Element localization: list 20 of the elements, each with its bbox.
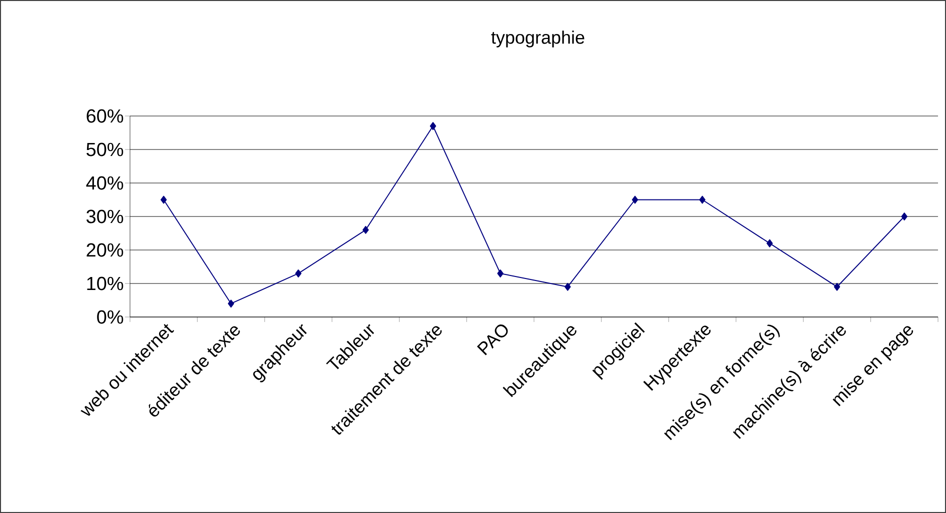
point <box>160 196 167 204</box>
point <box>834 282 840 291</box>
point <box>497 269 504 278</box>
y-tick-label: 50% <box>86 142 124 156</box>
point <box>632 196 638 204</box>
point <box>766 239 773 248</box>
y-tick-label: 20% <box>86 243 124 257</box>
point <box>228 300 234 308</box>
point <box>564 282 571 291</box>
point <box>295 269 302 278</box>
y-tick-label: 0% <box>97 310 124 324</box>
point <box>362 226 369 234</box>
chart-title: typographie <box>491 30 584 48</box>
y-tick-label: 40% <box>86 176 124 190</box>
point <box>430 122 436 130</box>
y-tick-label: 60% <box>86 109 124 123</box>
point <box>901 212 908 220</box>
point <box>699 196 706 204</box>
y-tick-label: 30% <box>86 210 124 224</box>
y-tick-label: 10% <box>87 276 124 290</box>
